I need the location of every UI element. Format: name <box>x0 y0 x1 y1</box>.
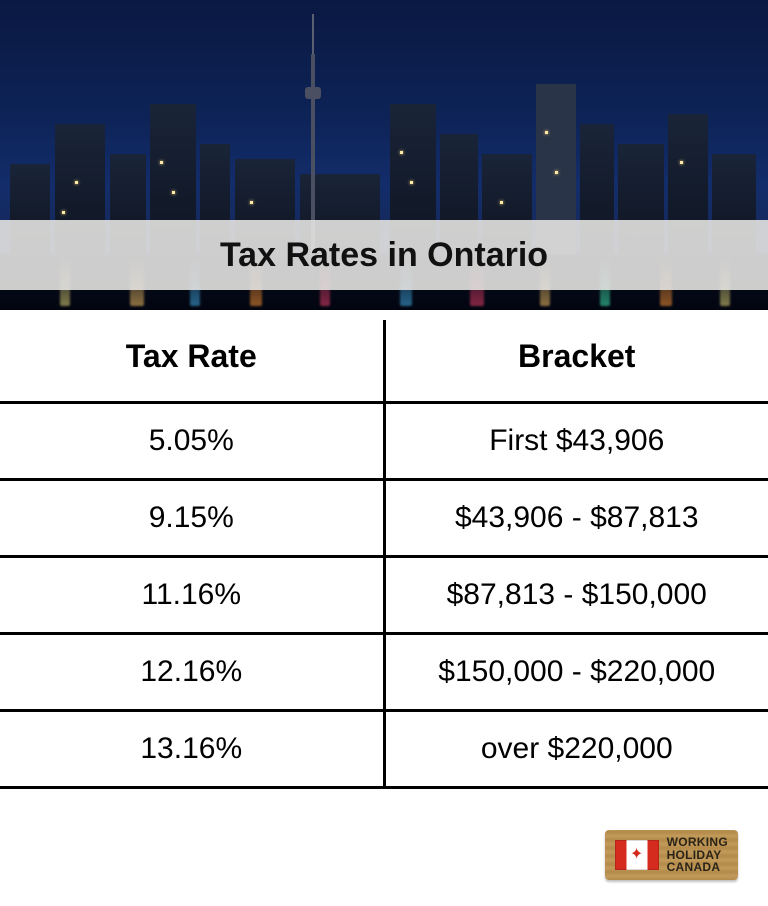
cn-tower-icon <box>305 14 321 254</box>
cell-rate: 12.16% <box>0 634 384 711</box>
cell-rate: 5.05% <box>0 403 384 480</box>
title-band: Tax Rates in Ontario <box>0 220 768 290</box>
header-bracket: Bracket <box>384 320 768 403</box>
cell-bracket: $150,000 - $220,000 <box>384 634 768 711</box>
logo-text: WORKING HOLIDAY CANADA <box>667 836 728 874</box>
table-row: 9.15% $43,906 - $87,813 <box>0 480 768 557</box>
tax-rate-table: Tax Rate Bracket 5.05% First $43,906 9.1… <box>0 320 768 789</box>
cell-bracket: over $220,000 <box>384 711 768 788</box>
page-title: Tax Rates in Ontario <box>220 236 548 275</box>
table-row: 12.16% $150,000 - $220,000 <box>0 634 768 711</box>
logo-line1: WORKING <box>667 836 728 849</box>
table-row: 13.16% over $220,000 <box>0 711 768 788</box>
cell-rate: 9.15% <box>0 480 384 557</box>
cell-bracket: $43,906 - $87,813 <box>384 480 768 557</box>
logo-line3: CANADA <box>667 861 728 874</box>
footer-logo: ✦ WORKING HOLIDAY CANADA <box>605 830 738 880</box>
cell-bracket: $87,813 - $150,000 <box>384 557 768 634</box>
cell-rate: 11.16% <box>0 557 384 634</box>
header-tax-rate: Tax Rate <box>0 320 384 403</box>
table-row: 11.16% $87,813 - $150,000 <box>0 557 768 634</box>
table-row: 5.05% First $43,906 <box>0 403 768 480</box>
canada-flag-icon: ✦ <box>615 840 659 870</box>
logo-plaque: ✦ WORKING HOLIDAY CANADA <box>605 830 738 880</box>
cell-bracket: First $43,906 <box>384 403 768 480</box>
maple-leaf-icon: ✦ <box>630 847 643 863</box>
cell-rate: 13.16% <box>0 711 384 788</box>
hero-image: Tax Rates in Ontario <box>0 0 768 310</box>
